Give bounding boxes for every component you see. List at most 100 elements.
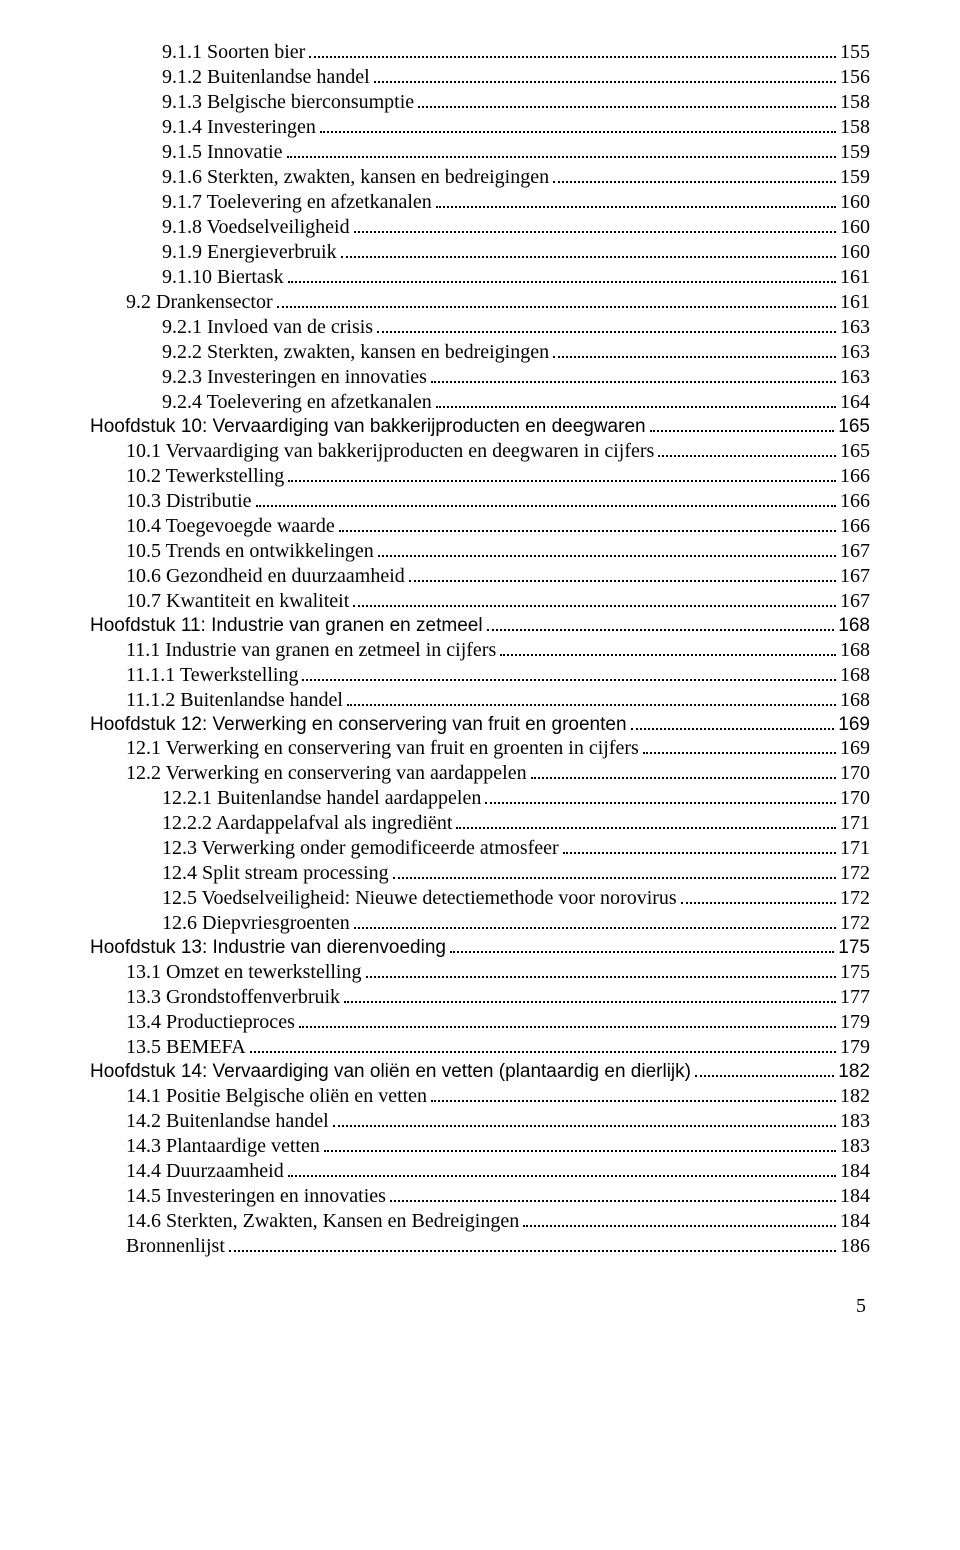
page-number: 5	[90, 1295, 870, 1318]
toc-entry: 9.1.3 Belgische bierconsumptie158	[90, 90, 870, 115]
toc-leader-dots	[485, 791, 836, 804]
toc-entry-page: 168	[838, 614, 870, 638]
toc-entry: 9.1.10 Biertask161	[90, 265, 870, 290]
toc-entry-label: 9.1.7 Toelevering en afzetkanalen	[162, 190, 432, 215]
toc-entry-label: Hoofdstuk 13: Industrie van dierenvoedin…	[90, 936, 446, 960]
toc-entry: 14.1 Positie Belgische oliën en vetten18…	[90, 1084, 870, 1109]
toc-leader-dots	[531, 766, 836, 779]
toc-entry-label: 14.4 Duurzaamheid	[126, 1159, 284, 1184]
toc-entry-page: 184	[840, 1184, 870, 1209]
toc-entry-label: 9.1.1 Soorten bier	[162, 40, 305, 65]
toc-leader-dots	[366, 965, 837, 978]
toc-entry-label: Hoofdstuk 12: Verwerking en conservering…	[90, 713, 627, 737]
toc-entry-label: 9.1.3 Belgische bierconsumptie	[162, 90, 414, 115]
toc-entry-label: 11.1 Industrie van granen en zetmeel in …	[126, 638, 496, 663]
toc-leader-dots	[288, 270, 836, 283]
toc-entry: 12.2.2 Aardappelafval als ingrediënt171	[90, 811, 870, 836]
toc-entry-page: 165	[838, 415, 870, 439]
toc-entry: 9.2.4 Toelevering en afzetkanalen164	[90, 390, 870, 415]
toc-leader-dots	[456, 816, 836, 829]
toc-leader-dots	[287, 145, 836, 158]
toc-entry-page: 171	[840, 836, 870, 861]
toc-leader-dots	[487, 618, 835, 631]
toc-entry: Hoofdstuk 12: Verwerking en conservering…	[90, 713, 870, 737]
toc-entry: 14.2 Buitenlandse handel183	[90, 1109, 870, 1134]
toc-leader-dots	[553, 170, 836, 183]
toc-leader-dots	[643, 741, 836, 754]
toc-leader-dots	[409, 569, 836, 582]
toc-entry-label: 13.3 Grondstoffenverbruik	[126, 985, 340, 1010]
toc-entry-label: 9.1.5 Innovatie	[162, 140, 283, 165]
toc-entry: 9.2.2 Sterkten, zwakten, kansen en bedre…	[90, 340, 870, 365]
toc-leader-dots	[344, 990, 836, 1003]
toc-entry: 13.1 Omzet en tewerkstelling175	[90, 960, 870, 985]
toc-entry-page: 168	[840, 663, 870, 688]
toc-entry-page: 161	[840, 290, 870, 315]
table-of-contents: 9.1.1 Soorten bier1559.1.2 Buitenlandse …	[90, 40, 870, 1259]
toc-entry: 12.2 Verwerking en conservering van aard…	[90, 761, 870, 786]
toc-entry-label: 9.1.9 Energieverbruik	[162, 240, 337, 265]
toc-entry-label: 12.3 Verwerking onder gemodificeerde atm…	[162, 836, 559, 861]
toc-entry-label: 10.2 Tewerkstelling	[126, 464, 284, 489]
toc-entry-page: 175	[840, 960, 870, 985]
toc-entry-label: 14.6 Sterkten, Zwakten, Kansen en Bedrei…	[126, 1209, 519, 1234]
toc-entry: 14.6 Sterkten, Zwakten, Kansen en Bedrei…	[90, 1209, 870, 1234]
toc-entry-page: 163	[840, 315, 870, 340]
toc-entry-label: 9.2.4 Toelevering en afzetkanalen	[162, 390, 432, 415]
toc-leader-dots	[450, 940, 834, 953]
toc-entry-label: 9.1.8 Voedselveiligheid	[162, 215, 350, 240]
toc-leader-dots	[631, 717, 835, 730]
toc-leader-dots	[339, 519, 836, 532]
toc-entry: 13.3 Grondstoffenverbruik 177	[90, 985, 870, 1010]
toc-entry: 9.1.2 Buitenlandse handel156	[90, 65, 870, 90]
toc-leader-dots	[436, 395, 836, 408]
toc-entry-page: 168	[840, 688, 870, 713]
toc-entry-page: 167	[840, 539, 870, 564]
toc-leader-dots	[431, 370, 836, 383]
toc-entry-page: 169	[838, 713, 870, 737]
toc-entry-label: 14.3 Plantaardige vetten	[126, 1134, 320, 1159]
toc-leader-dots	[681, 891, 836, 904]
toc-entry-page: 167	[840, 564, 870, 589]
toc-entry-label: 13.4 Productieproces	[126, 1010, 295, 1035]
toc-entry: 9.2.3 Investeringen en innovaties163	[90, 365, 870, 390]
toc-entry-page: 177	[840, 985, 870, 1010]
toc-entry-label: 9.1.10 Biertask	[162, 265, 284, 290]
toc-leader-dots	[436, 195, 836, 208]
toc-entry: 14.5 Investeringen en innovaties 184	[90, 1184, 870, 1209]
toc-entry-page: 172	[840, 886, 870, 911]
toc-entry-page: 166	[840, 514, 870, 539]
toc-entry-page: 163	[840, 365, 870, 390]
toc-leader-dots	[347, 693, 836, 706]
toc-entry-label: Hoofdstuk 11: Industrie van granen en ze…	[90, 614, 483, 638]
toc-entry-page: 184	[840, 1209, 870, 1234]
toc-entry: 12.4 Split stream processing172	[90, 861, 870, 886]
toc-entry-page: 156	[840, 65, 870, 90]
toc-entry: 9.1.7 Toelevering en afzetkanalen160	[90, 190, 870, 215]
toc-entry-page: 160	[840, 240, 870, 265]
toc-leader-dots	[523, 1214, 836, 1227]
toc-entry-label: 14.5 Investeringen en innovaties	[126, 1184, 386, 1209]
toc-leader-dots	[333, 1114, 836, 1127]
toc-entry: 12.2.1 Buitenlandse handel aardappelen17…	[90, 786, 870, 811]
toc-leader-dots	[250, 1040, 836, 1053]
toc-leader-dots	[393, 866, 836, 879]
toc-entry-label: 10.4 Toegevoegde waarde	[126, 514, 335, 539]
toc-leader-dots	[378, 544, 836, 557]
toc-entry-page: 171	[840, 811, 870, 836]
toc-leader-dots	[256, 494, 836, 507]
toc-leader-dots	[341, 245, 836, 258]
toc-entry-page: 158	[840, 115, 870, 140]
toc-entry-label: Hoofdstuk 10: Vervaardiging van bakkerij…	[90, 415, 646, 439]
toc-entry-label: 9.2.2 Sterkten, zwakten, kansen en bedre…	[162, 340, 549, 365]
toc-entry: 9.1.5 Innovatie 159	[90, 140, 870, 165]
toc-entry: 13.5 BEMEFA179	[90, 1035, 870, 1060]
toc-leader-dots	[563, 841, 836, 854]
toc-entry-page: 159	[840, 165, 870, 190]
toc-entry-page: 175	[838, 936, 870, 960]
toc-leader-dots	[377, 320, 836, 333]
toc-entry: Hoofdstuk 14: Vervaardiging van oliën en…	[90, 1060, 870, 1084]
toc-entry-page: 159	[840, 140, 870, 165]
toc-leader-dots	[418, 95, 836, 108]
toc-entry-page: 186	[840, 1234, 870, 1259]
